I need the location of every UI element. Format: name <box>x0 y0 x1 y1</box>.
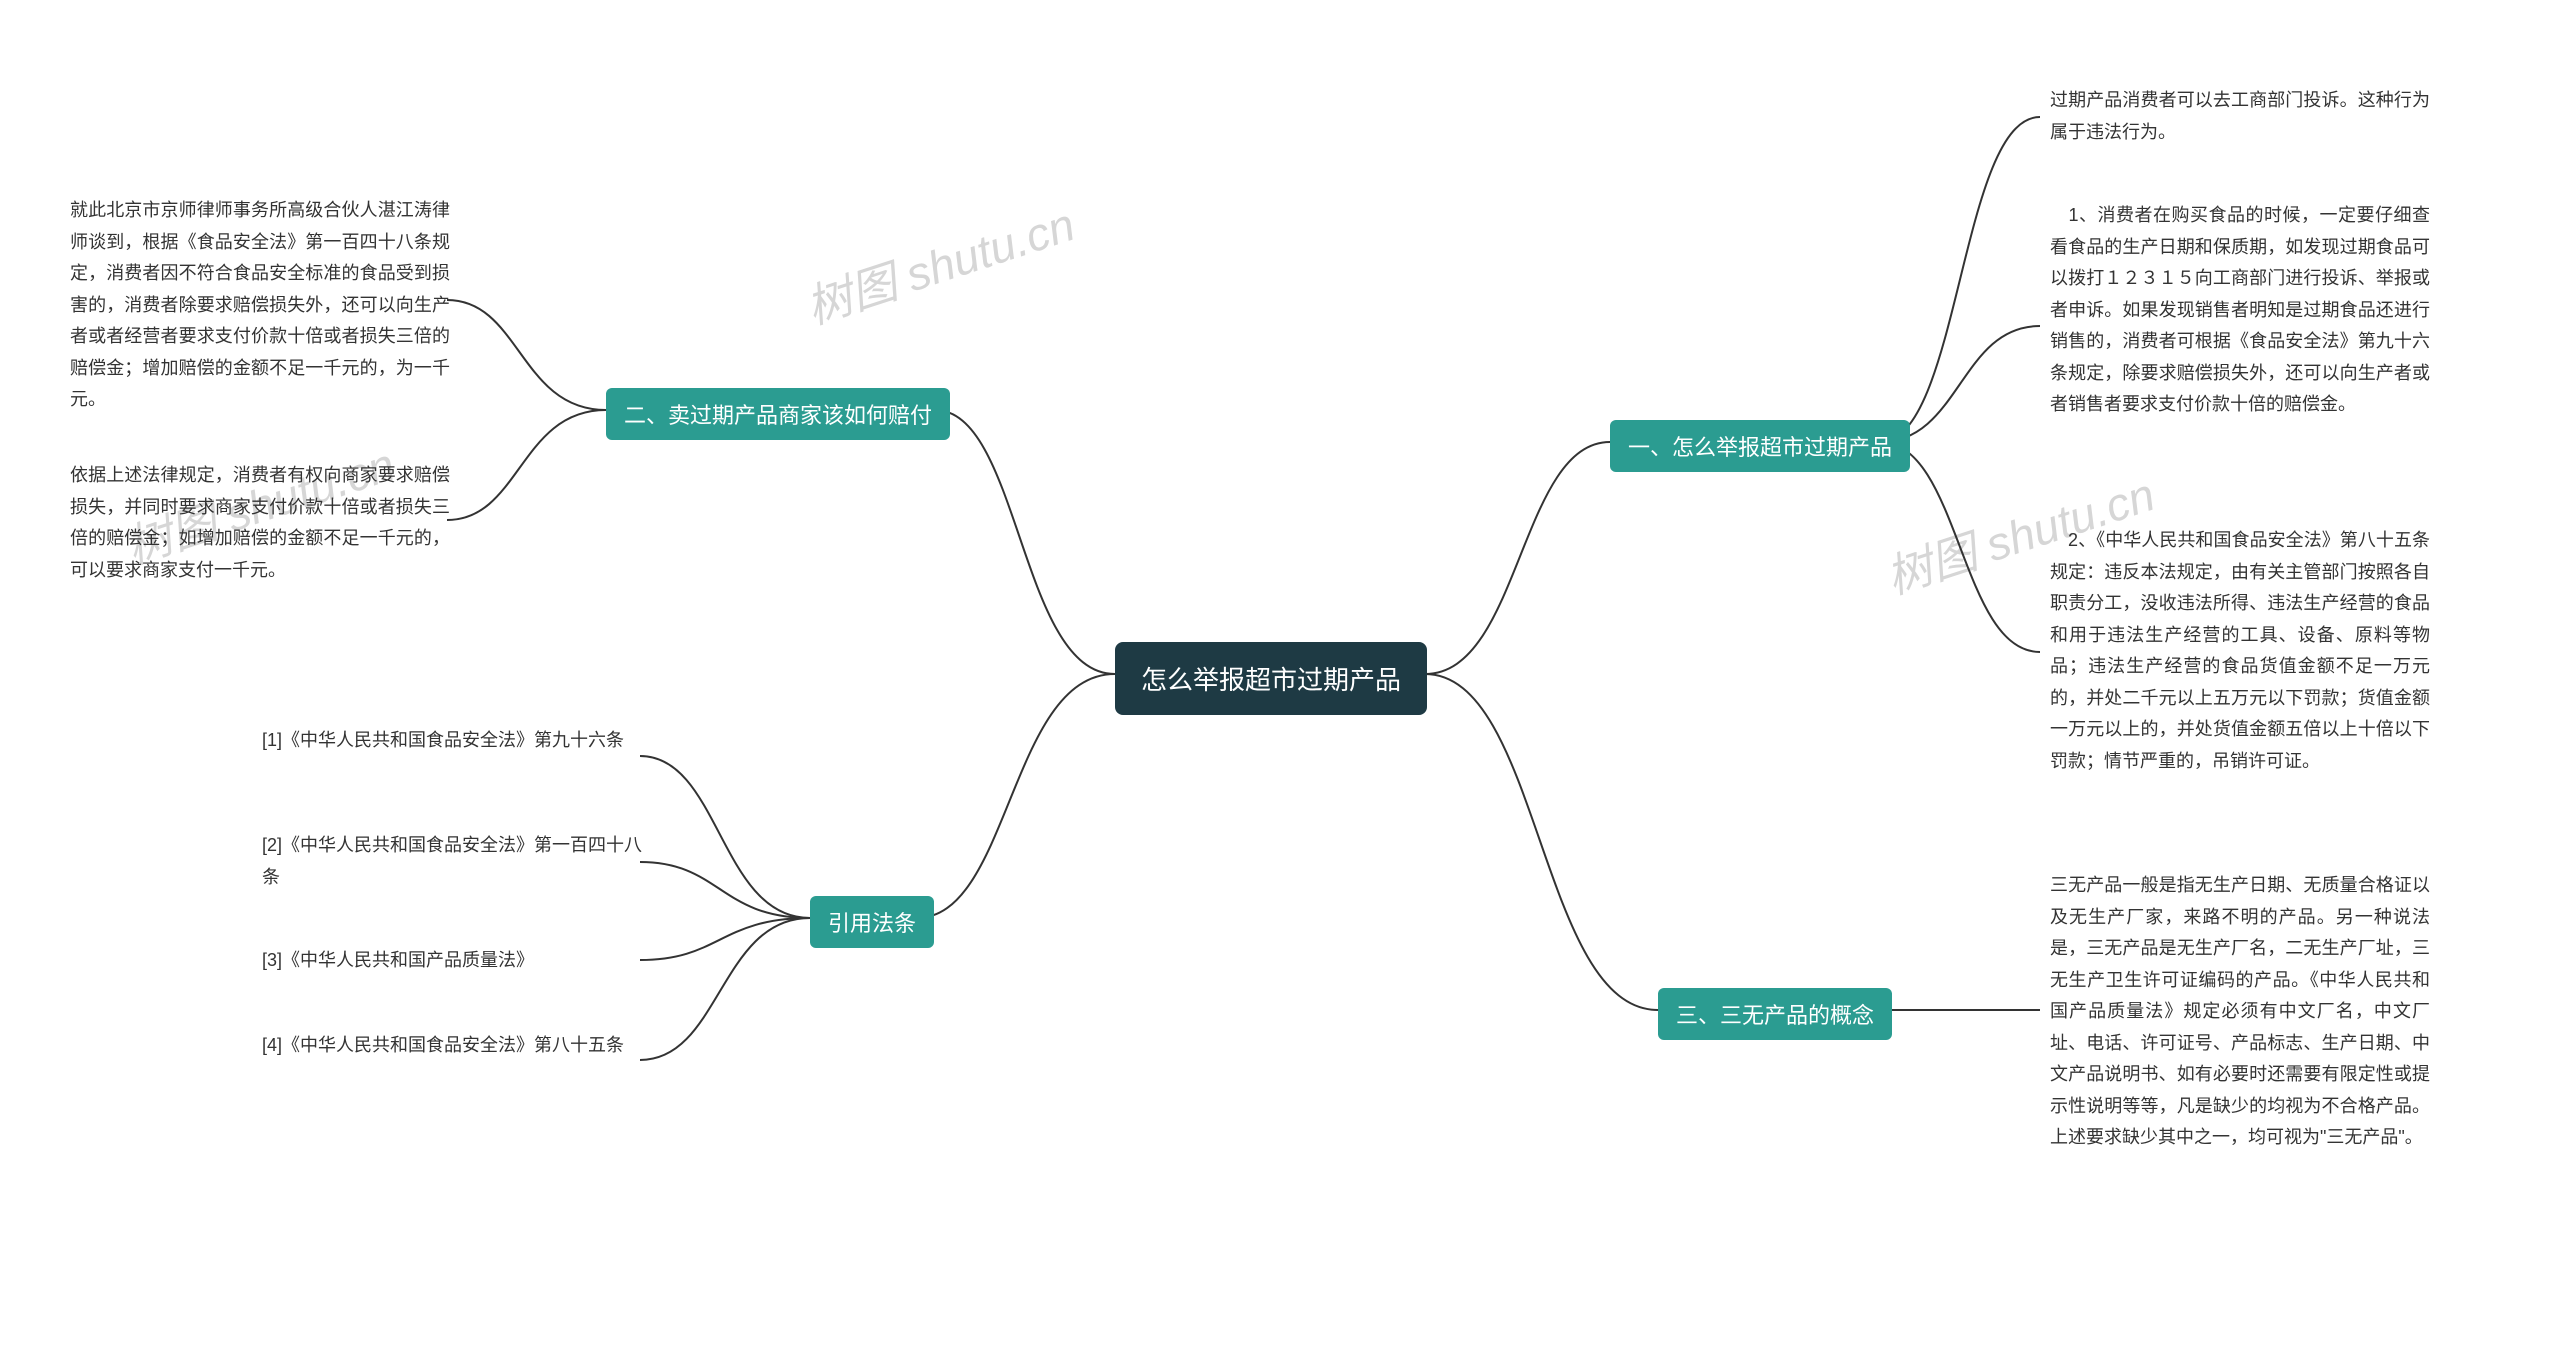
branch-label: 三、三无产品的概念 <box>1676 1003 1874 1028</box>
branch-label: 一、怎么举报超市过期产品 <box>1628 435 1892 460</box>
branch-left-1[interactable]: 二、卖过期产品商家该如何赔付 <box>606 388 950 440</box>
branch-label: 二、卖过期产品商家该如何赔付 <box>624 403 932 428</box>
leaf-text: [3]《中华人民共和国产品质量法》 <box>262 950 534 970</box>
leaf-right-1-1: 过期产品消费者可以去工商部门投诉。这种行为属于违法行为。 <box>2050 85 2430 148</box>
leaf-left-1-2: 依据上述法律规定，消费者有权向商家要求赔偿损失，并同时要求商家支付价款十倍或者损… <box>70 460 450 586</box>
leaf-text: 2、《中华人民共和国食品安全法》第八十五条规定：违反本法规定，由有关主管部门按照… <box>2050 530 2430 771</box>
leaf-right-2-1: 三无产品一般是指无生产日期、无质量合格证以及无生产厂家，来路不明的产品。另一种说… <box>2050 870 2430 1154</box>
leaf-left-1-1: 就此北京市京师律师事务所高级合伙人湛江涛律师谈到，根据《食品安全法》第一百四十八… <box>70 195 450 416</box>
leaf-right-1-3: 2、《中华人民共和国食品安全法》第八十五条规定：违反本法规定，由有关主管部门按照… <box>2050 525 2430 777</box>
leaf-left-2-4: [4]《中华人民共和国食品安全法》第八十五条 <box>262 1030 624 1062</box>
leaf-text: 依据上述法律规定，消费者有权向商家要求赔偿损失，并同时要求商家支付价款十倍或者损… <box>70 465 450 580</box>
root-node[interactable]: 怎么举报超市过期产品 <box>1115 642 1427 715</box>
root-label: 怎么举报超市过期产品 <box>1141 665 1401 695</box>
mindmap-canvas: 树图 shutu.cn 树图 shutu.cn 树图 shutu.cn <box>0 0 2560 1348</box>
leaf-text: 三无产品一般是指无生产日期、无质量合格证以及无生产厂家，来路不明的产品。另一种说… <box>2050 875 2430 1147</box>
leaf-text: [2]《中华人民共和国食品安全法》第一百四十八条 <box>262 835 642 887</box>
leaf-text: 过期产品消费者可以去工商部门投诉。这种行为属于违法行为。 <box>2050 90 2430 142</box>
leaf-left-2-3: [3]《中华人民共和国产品质量法》 <box>262 945 534 977</box>
leaf-text: [4]《中华人民共和国食品安全法》第八十五条 <box>262 1035 624 1055</box>
leaf-left-2-2: [2]《中华人民共和国食品安全法》第一百四十八条 <box>262 830 642 893</box>
leaf-text: 1、消费者在购买食品的时候，一定要仔细查看食品的生产日期和保质期，如发现过期食品… <box>2050 205 2430 414</box>
branch-left-2[interactable]: 引用法条 <box>810 896 934 948</box>
branch-label: 引用法条 <box>828 911 916 936</box>
leaf-left-2-1: [1]《中华人民共和国食品安全法》第九十六条 <box>262 725 624 757</box>
leaf-text: [1]《中华人民共和国食品安全法》第九十六条 <box>262 730 624 750</box>
leaf-text: 就此北京市京师律师事务所高级合伙人湛江涛律师谈到，根据《食品安全法》第一百四十八… <box>70 200 450 409</box>
leaf-right-1-2: 1、消费者在购买食品的时候，一定要仔细查看食品的生产日期和保质期，如发现过期食品… <box>2050 200 2430 421</box>
branch-right-1[interactable]: 一、怎么举报超市过期产品 <box>1610 420 1910 472</box>
branch-right-2[interactable]: 三、三无产品的概念 <box>1658 988 1892 1040</box>
